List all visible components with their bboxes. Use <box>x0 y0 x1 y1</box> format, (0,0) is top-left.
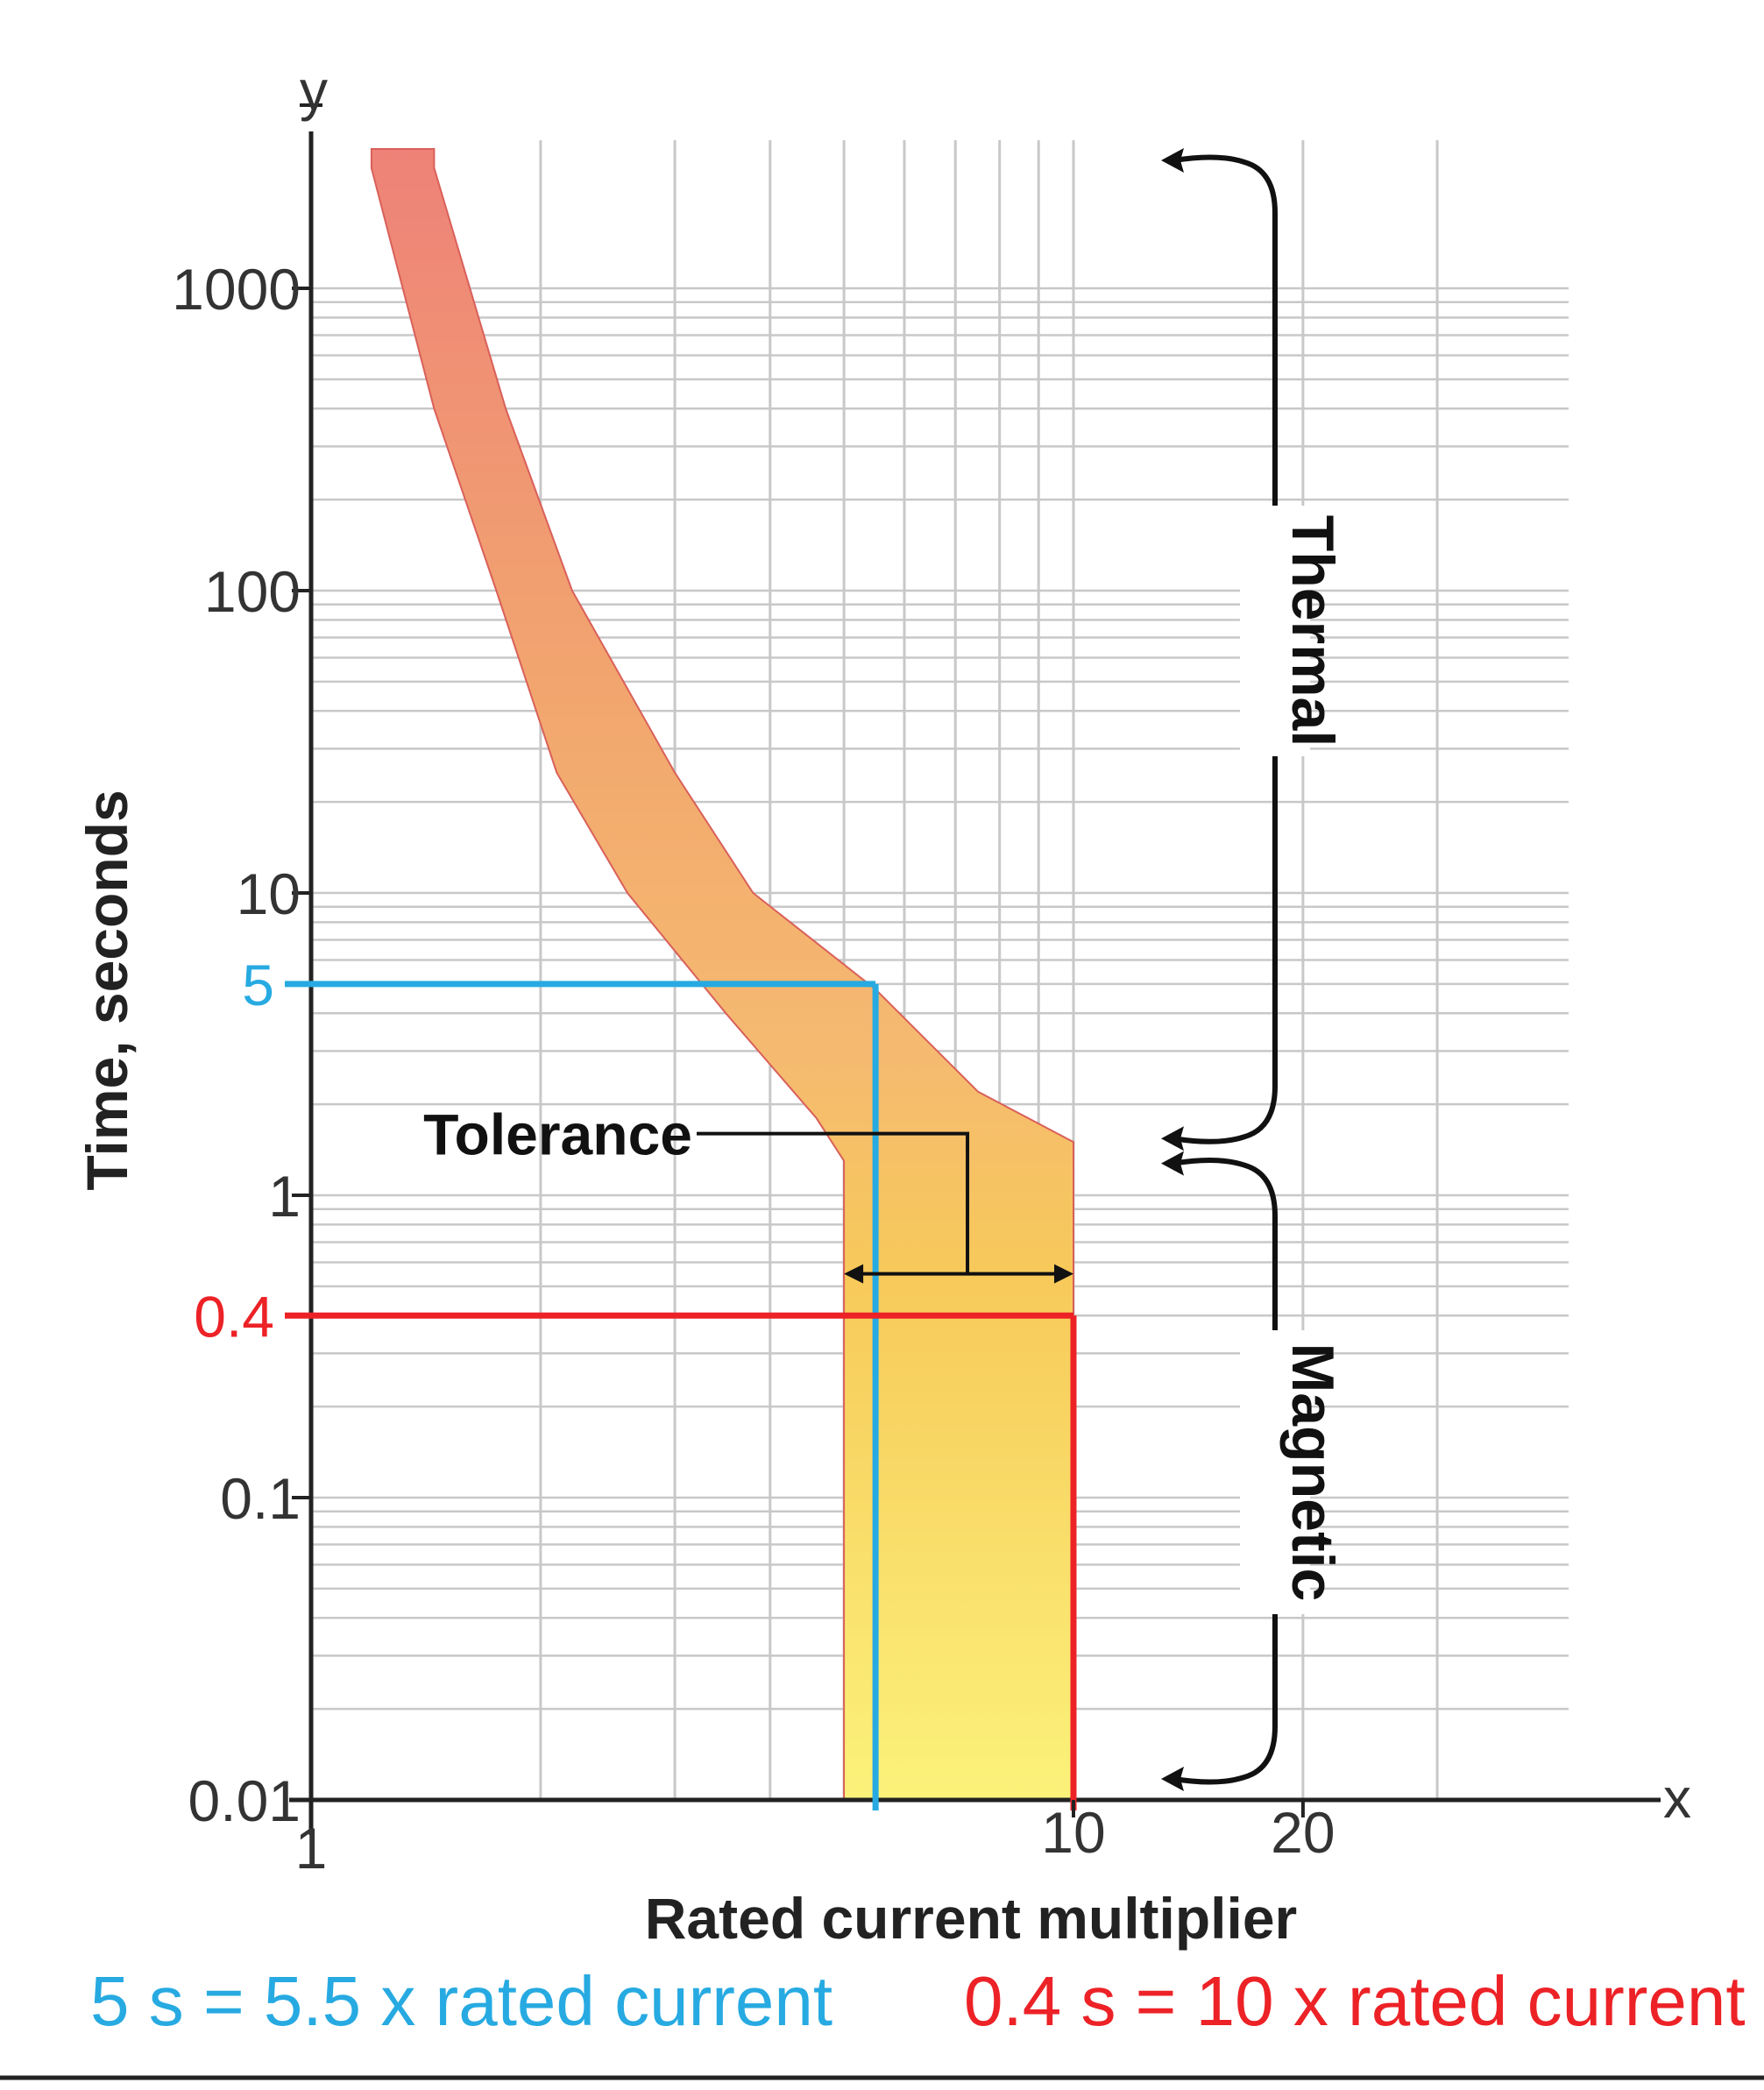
reference-lines <box>285 981 1077 1810</box>
tolerance-label: Tolerance <box>423 1102 692 1167</box>
magnetic-label: Magnetic <box>1279 1343 1346 1602</box>
thermal-label-bg <box>1240 506 1310 756</box>
y-tick-label: 0.1 <box>220 1466 301 1531</box>
tolerance-band <box>370 148 1074 1801</box>
x-tick-label: 1 <box>295 1816 328 1881</box>
thermal-brace-arrow-top <box>1161 148 1184 173</box>
y-tick-label: 100 <box>204 559 301 624</box>
y-tick-label: 1000 <box>172 257 301 322</box>
tick-labels: 1000 100 10 1 0.1 0.01 5 0.4 1 10 20 <box>172 257 1335 1881</box>
y-tick-label: 10 <box>237 861 301 926</box>
x-axis-title: Rated current multiplier <box>645 1886 1297 1951</box>
tolerance-arrowhead-left <box>844 1264 864 1284</box>
tolerance-arrowhead-right <box>1054 1264 1073 1284</box>
y-tick-label: 0.01 <box>188 1768 301 1833</box>
y-tick-label: 1 <box>268 1164 301 1229</box>
annotations: Tolerance Thermal Magnetic <box>423 148 1346 1791</box>
y-highlight-tick-label: 0.4 <box>194 1284 274 1349</box>
y-axis-letter: y <box>300 59 328 122</box>
magnetic-brace-arrow-top <box>1161 1151 1184 1176</box>
magnetic-label-bg <box>1240 1330 1310 1614</box>
y-highlight-tick-label: 5 <box>242 953 274 1017</box>
annotation-blue: 5 s = 5.5 x rated current <box>90 1962 833 2040</box>
x-axis-letter: x <box>1663 1767 1691 1830</box>
thermal-label: Thermal <box>1279 515 1346 747</box>
y-axis-title: Time, seconds <box>74 790 139 1190</box>
tolerance-leader <box>697 1131 970 1274</box>
x-tick-label: 20 <box>1271 1800 1335 1865</box>
x-tick-label: 10 <box>1041 1800 1105 1865</box>
annotation-red: 0.4 s = 10 x rated current <box>964 1962 1746 2040</box>
thermal-brace-arrow-bottom <box>1161 1126 1184 1151</box>
magnetic-brace-arrow-bottom <box>1161 1767 1184 1791</box>
